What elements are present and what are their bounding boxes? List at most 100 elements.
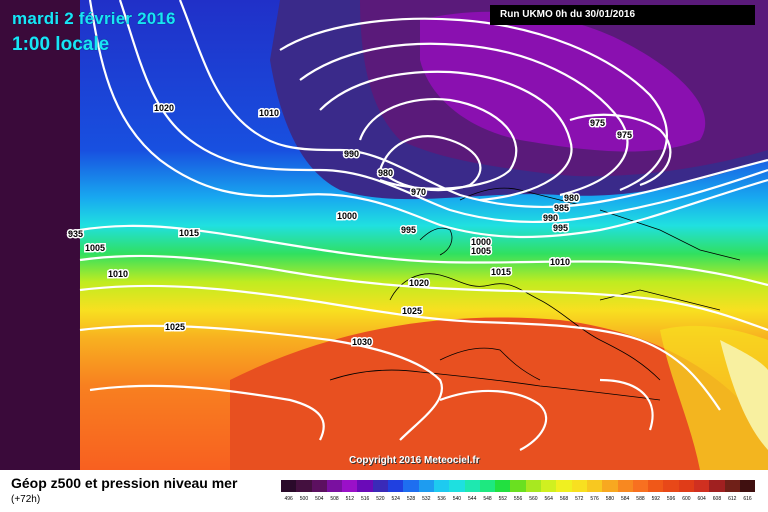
isobar-label: 990	[344, 149, 359, 159]
legend-swatch	[571, 480, 587, 492]
isobar-label: 1000	[337, 211, 357, 221]
legend-swatch	[724, 480, 740, 492]
isobar-labels-layer: 1020 1010 990 980 970 975 975 980 985 99…	[67, 102, 634, 349]
legend-swatch	[433, 480, 450, 492]
legend-swatch	[418, 480, 434, 492]
isobar-label: 980	[564, 193, 579, 203]
legend-label: 568	[559, 496, 569, 502]
legend-swatch	[311, 480, 327, 492]
isobar-label: 995	[401, 225, 416, 235]
legend-label: 552	[498, 496, 507, 502]
legend-label: 516	[360, 496, 370, 502]
legend-label: 540	[452, 496, 462, 502]
isobar-label: 1015	[491, 267, 511, 277]
legend-label: 612	[728, 496, 737, 502]
isobar-label: 935	[68, 229, 83, 239]
legend-label: 608	[712, 496, 722, 502]
legend-label: 544	[468, 496, 477, 502]
legend-swatch	[372, 480, 389, 492]
legend-swatch	[326, 480, 343, 492]
legend-label: 512	[345, 496, 354, 502]
legend-swatch	[663, 480, 679, 492]
legend-label: 496	[284, 496, 293, 502]
isobar-label: 980	[378, 168, 393, 178]
legend-swatch	[648, 480, 664, 492]
map-title: Géop z500 et pression niveau mer	[11, 475, 238, 491]
legend-swatch	[464, 480, 480, 492]
legend-swatch	[556, 480, 572, 492]
legend-label: 588	[636, 496, 645, 502]
forecast-date: mardi 2 février 2016	[12, 9, 176, 28]
legend-label: 520	[376, 496, 385, 502]
isobars	[79, 0, 768, 451]
legend-label: 560	[529, 496, 538, 502]
legend-label: 596	[666, 496, 676, 502]
legend-label: 616	[743, 496, 752, 502]
isobar-label: 1020	[154, 103, 174, 113]
legend-swatch	[694, 480, 710, 492]
isobar-label: 990	[543, 213, 558, 223]
isobar-label: 1005	[85, 243, 105, 253]
forecast-time: 1:00 locale	[12, 34, 110, 55]
legend-swatch	[541, 480, 557, 492]
core-low-zone	[420, 11, 706, 152]
legend-swatch	[296, 480, 312, 492]
isobar-label: 1005	[471, 246, 491, 256]
legend-swatch	[357, 480, 373, 492]
isobar-label: 1010	[550, 257, 570, 267]
isobar-label: 1010	[108, 269, 128, 279]
legend-label: 572	[575, 496, 584, 502]
legend-label: 532	[422, 496, 431, 502]
legend-label: 504	[315, 496, 324, 502]
legend-swatch	[632, 480, 649, 492]
legend-label: 564	[544, 496, 553, 502]
legend-label: 500	[299, 496, 309, 502]
legend-label: 528	[406, 496, 416, 502]
legend-label: 556	[513, 496, 523, 502]
color-legend	[281, 480, 756, 492]
legend-label: 584	[621, 496, 630, 502]
legend-swatch	[479, 480, 496, 492]
legend-swatch	[602, 480, 618, 492]
legend-label: 576	[590, 496, 599, 502]
isobar-label: 1000	[471, 237, 491, 247]
legend-swatch	[510, 480, 526, 492]
legend-label: 604	[697, 496, 706, 502]
isobar-label: 1015	[179, 228, 199, 238]
forecast-range: (+72h)	[11, 494, 41, 505]
legend-swatch	[342, 480, 358, 492]
legend-swatch	[709, 480, 725, 492]
isobar-label: 995	[553, 223, 568, 233]
legend-swatch	[617, 480, 633, 492]
legend-label: 592	[651, 496, 660, 502]
legend-swatch	[495, 480, 511, 492]
legend-label: 548	[483, 496, 492, 502]
legend-swatch	[739, 480, 756, 492]
legend-swatch	[586, 480, 603, 492]
legend-swatch	[281, 480, 297, 492]
color-legend-labels: 496 500 504 508 512 516 520 524 528 532 536 540 544 5…	[281, 496, 755, 502]
legend-swatch	[525, 480, 542, 492]
isobar-label: 1020	[409, 278, 429, 288]
warm-zone	[230, 317, 768, 470]
legend-label: 600	[682, 496, 691, 502]
copyright: Copyright 2016 Meteociel.fr	[349, 455, 480, 466]
isobar-label: 985	[554, 203, 569, 213]
map-canvas: 1020 1010 990 980 970 975 975 980 985 99…	[0, 0, 768, 470]
isobar-label: 1010	[259, 108, 279, 118]
legend-swatch	[449, 480, 465, 492]
left-panel	[0, 0, 80, 470]
legend-label: 524	[391, 496, 400, 502]
legend-swatch	[403, 480, 419, 492]
isobar-label: 1030	[352, 337, 372, 347]
forecast-map: 1020 1010 990 980 970 975 975 980 985 99…	[0, 0, 768, 470]
legend-swatch	[678, 480, 695, 492]
isobar-label: 970	[411, 187, 426, 197]
isobar-label: 975	[617, 130, 632, 140]
legend-label: 536	[437, 496, 446, 502]
run-info: Run UKMO 0h du 30/01/2016	[490, 5, 755, 25]
legend-label: 508	[330, 496, 339, 502]
legend-swatch	[388, 480, 404, 492]
legend-label: 580	[605, 496, 615, 502]
isobar-label: 975	[590, 118, 605, 128]
